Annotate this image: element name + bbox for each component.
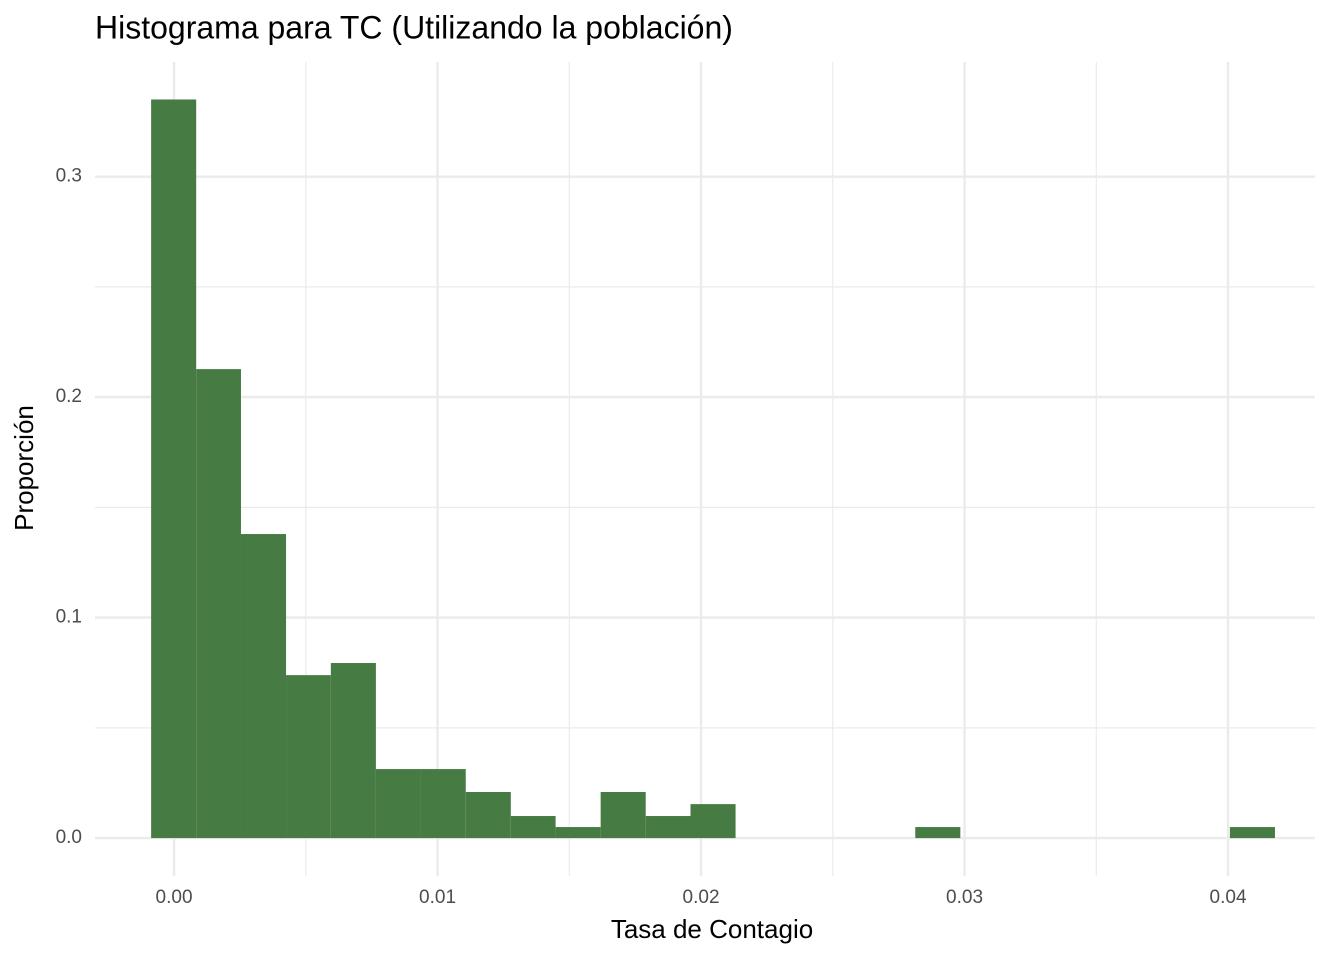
bar [510, 816, 556, 839]
bar [555, 827, 601, 839]
x-tick-label: 0.03 [946, 887, 983, 908]
bar [151, 99, 197, 839]
y-axis-title: Proporción [9, 405, 39, 531]
x-tick-label: 0.04 [1210, 887, 1247, 908]
bar [420, 769, 466, 839]
x-tick-label: 0.02 [683, 887, 720, 908]
bar [330, 663, 376, 839]
bar [1229, 827, 1275, 839]
bar [465, 791, 511, 839]
bar [690, 804, 736, 839]
y-tick-label: 0.3 [56, 166, 82, 187]
bars [151, 99, 1275, 839]
x-tick-label: 0.00 [156, 887, 193, 908]
chart-title: Histograma para TC (Utilizando la poblac… [95, 9, 733, 45]
bar [645, 816, 691, 839]
bar [240, 534, 287, 839]
bar [600, 791, 646, 839]
bar [286, 675, 331, 839]
labels: 0.00 0.01 0.02 0.03 0.04 0.0 0.1 0.2 0.3 [56, 166, 1247, 908]
bar [196, 369, 241, 839]
y-tick-label: 0.1 [56, 607, 82, 628]
x-tick-label: 0.01 [419, 887, 456, 908]
y-tick-label: 0.2 [56, 386, 82, 407]
bar [375, 769, 421, 839]
y-tick-label: 0.0 [56, 827, 82, 848]
bar [915, 827, 961, 839]
x-axis-title: Tasa de Contagio [611, 914, 813, 944]
